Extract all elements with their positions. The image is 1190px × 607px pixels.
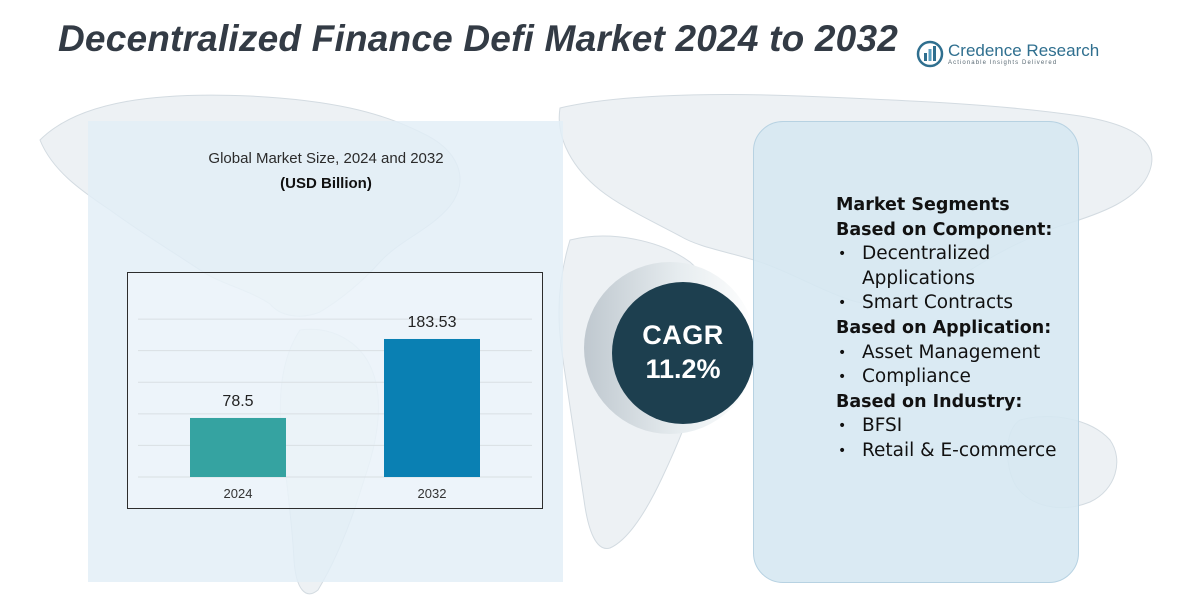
cagr-value: 11.2%	[645, 354, 721, 384]
cagr-badge: CAGR 11.2%	[612, 282, 754, 424]
page-title: Decentralized Finance Defi Market 2024 t…	[58, 18, 899, 59]
segment-item: Retail & E-commerce	[836, 439, 1076, 464]
bar-2032	[384, 338, 480, 477]
segment-group-title: Based on Component:	[836, 219, 1053, 240]
x-tick-label: 2032	[418, 486, 447, 501]
brand-name: Credence Research	[948, 41, 1100, 60]
bar-chart-plot: 78.5 2024 183.53 2032	[138, 314, 532, 501]
cagr-label: CAGR	[642, 320, 724, 350]
segment-item: Asset Management	[836, 341, 1076, 366]
segments-heading: Market Segments	[836, 195, 1010, 215]
segment-item: Decentralized Applications	[836, 242, 1076, 291]
bar-2024	[190, 417, 286, 477]
segment-group-title: Based on Application:	[836, 317, 1052, 338]
segment-item: BFSI	[836, 414, 1076, 439]
segment-item: Smart Contracts	[836, 291, 1076, 316]
bar-value-label: 78.5	[222, 393, 253, 410]
bar-chart: 78.5 2024 183.53 2032	[127, 272, 543, 509]
chart-unit: (USD Billion)	[280, 175, 372, 192]
segment-group-title: Based on Industry:	[836, 391, 1023, 412]
brand-logo: Credence Research Actionable Insights De…	[916, 40, 1106, 70]
x-tick-label: 2024	[224, 486, 253, 501]
credence-logo-icon	[916, 40, 944, 68]
chart-title: Global Market Size, 2024 and 2032	[208, 150, 444, 167]
market-segments-list: Market Segments Based on Component:Decen…	[836, 193, 1076, 464]
bar-value-label: 183.53	[408, 314, 457, 331]
brand-tagline: Actionable Insights Delivered	[948, 60, 1058, 66]
market-size-panel	[88, 121, 563, 582]
segment-item: Compliance	[836, 365, 1076, 390]
